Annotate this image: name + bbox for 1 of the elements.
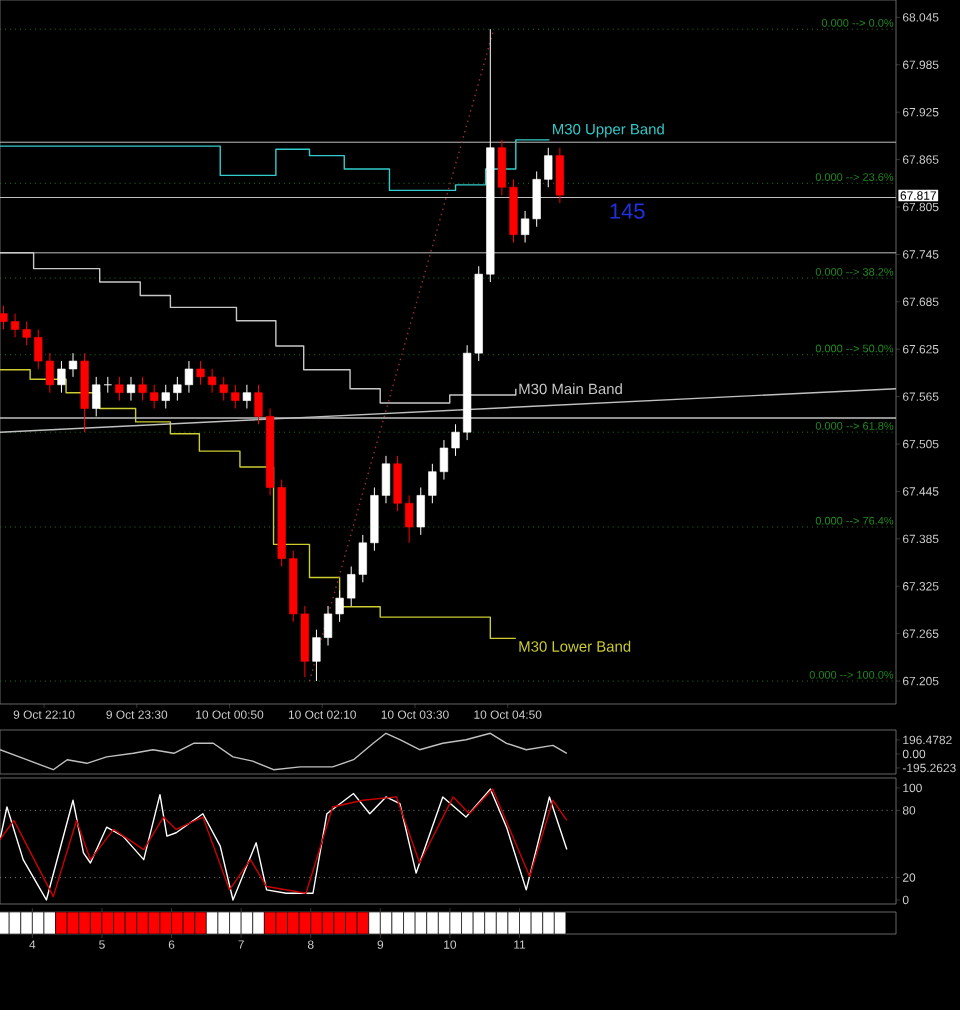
annotation: 145 [610, 203, 645, 219]
